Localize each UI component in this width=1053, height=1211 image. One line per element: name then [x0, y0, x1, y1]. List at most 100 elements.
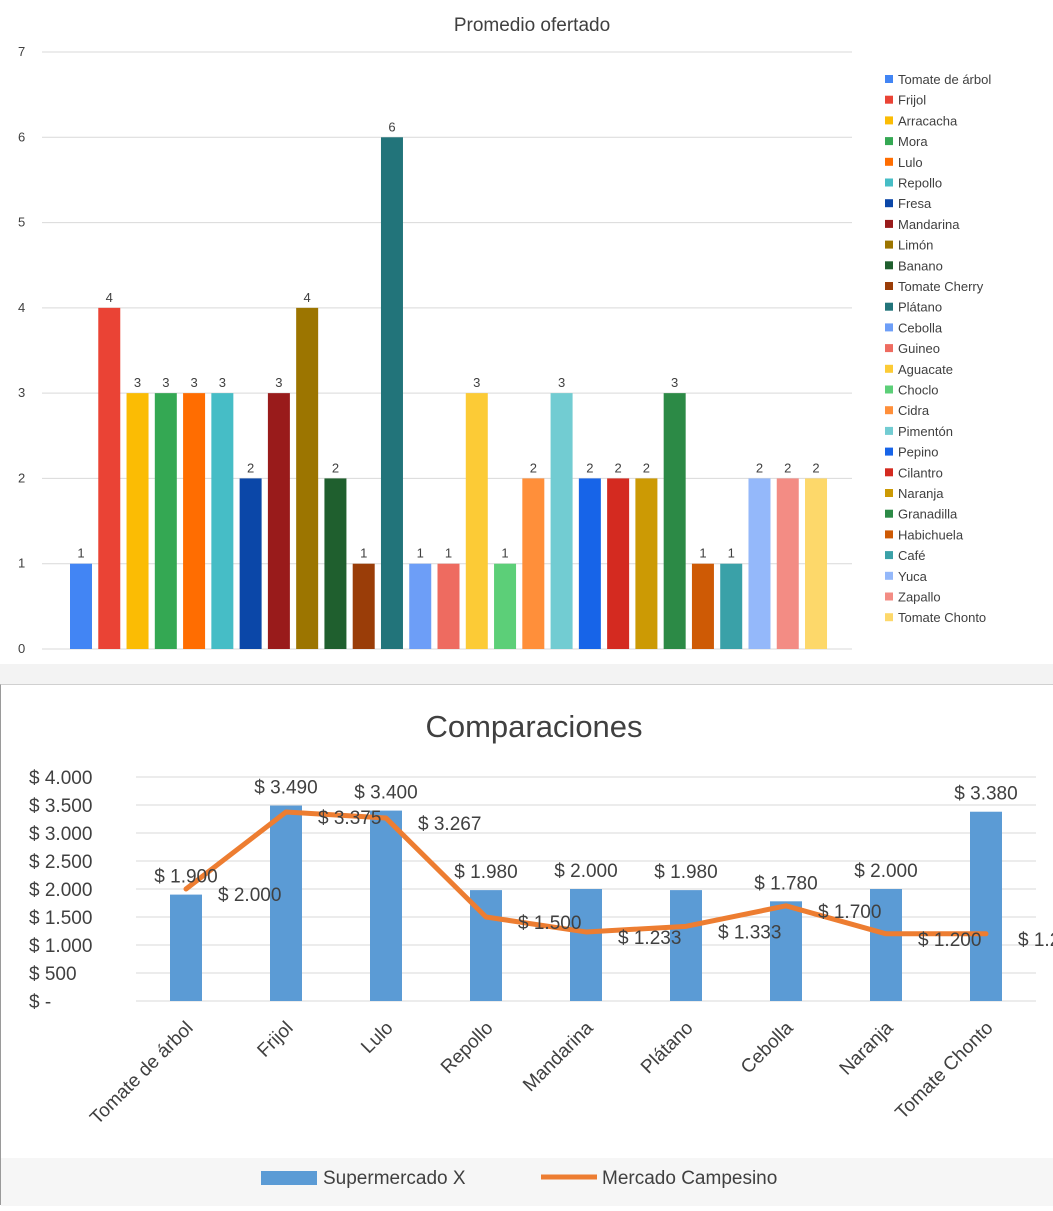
legend-swatch	[885, 302, 893, 311]
legend-label: Yuca	[898, 569, 928, 584]
bar	[465, 393, 488, 649]
bar-chart-promedio-ofertado: Promedio ofertado 0 1 2 3 4 5 6 7 1 4 3 3 3 3 2 3 4 2 1 6 1…	[18, 15, 992, 656]
legend-label: Café	[898, 548, 925, 563]
bar	[670, 890, 702, 1001]
line-value-label: $ 1.200	[918, 930, 981, 951]
combo-chart-comparaciones: Comparaciones $ - $ 500 $ 1.000 $ 1.500 $ 2.…	[0, 684, 1053, 1206]
bar-value-label: 3	[134, 375, 141, 390]
legend-swatch	[885, 551, 893, 560]
bar-value-label: 3	[162, 375, 169, 390]
bar-value-label: 1	[360, 546, 367, 561]
bar-value-label: 3	[275, 375, 282, 390]
bar-value-label: 2	[586, 460, 593, 475]
bar	[770, 901, 802, 1001]
legend-label: Supermercado X	[323, 1168, 466, 1189]
legend-label: Guineo	[898, 341, 940, 356]
bar	[970, 811, 1002, 1001]
bar-value-label: 1	[699, 546, 706, 561]
y-tick-label: 4	[18, 300, 25, 315]
legend-label: Mercado Campesino	[602, 1168, 777, 1189]
x-tick-label: Plátano	[637, 1018, 697, 1078]
bar-value-label: 1	[728, 546, 735, 561]
legend-swatch	[885, 95, 893, 104]
legend-label: Plátano	[898, 300, 942, 315]
x-tick-label: Lulo	[357, 1018, 397, 1058]
y-tick-label: $ -	[29, 992, 51, 1013]
bar-value-label: 2	[812, 460, 819, 475]
legend-swatch	[885, 447, 893, 456]
line-value-label: $ 1.500	[518, 913, 581, 934]
bar-value-label: 3	[219, 375, 226, 390]
legend-label: Pimentón	[898, 424, 953, 439]
legend-label: Naranja	[898, 486, 944, 501]
bar-value-label: 1	[445, 546, 452, 561]
bar-value-label: 3	[558, 375, 565, 390]
bar	[296, 307, 319, 649]
y-tick-label: $ 3.500	[29, 796, 92, 817]
line-value-label: $ 1.333	[718, 922, 781, 943]
y-tick-label: 3	[18, 385, 25, 400]
x-tick-label: Repollo	[437, 1018, 497, 1078]
y-tick-label: 7	[18, 44, 25, 59]
bar	[691, 563, 714, 649]
chart1-svg: Promedio ofertado 0 1 2 3 4 5 6 7 1 4 3 3 3 3 2 3 4 2 1 6 1…	[18, 15, 991, 656]
bar	[98, 307, 121, 649]
legend-label: Cilantro	[898, 465, 943, 480]
legend-swatch	[885, 178, 893, 187]
legend-swatch	[885, 426, 893, 435]
bar	[380, 137, 403, 650]
legend-label: Fresa	[898, 196, 932, 211]
bar-value-label: 1	[77, 546, 84, 561]
chart2-data-labels: $ 1.900 $ 3.490 $ 3.400 $ 1.980 $ 2.000 $ 1.9…	[154, 778, 1053, 951]
x-tick-label: Naranja	[836, 1017, 898, 1079]
legend-swatch	[885, 240, 893, 249]
bar	[578, 478, 601, 649]
bar	[170, 894, 202, 1001]
legend-background	[1, 1158, 1053, 1206]
bar-value-label: 4	[106, 290, 113, 305]
legend-label: Frijol	[898, 93, 926, 108]
legend-label: Mandarina	[898, 217, 960, 232]
bar-value-label: $ 1.980	[454, 862, 517, 883]
legend-swatch	[885, 406, 893, 415]
legend-swatch	[885, 219, 893, 228]
y-tick-label: $ 500	[29, 964, 77, 985]
legend-label: Granadilla	[898, 507, 958, 522]
line-value-label: $ 2.000	[218, 885, 281, 906]
bar-value-label: 2	[247, 460, 254, 475]
legend-swatch	[885, 323, 893, 332]
legend-label: Cidra	[898, 403, 930, 418]
bar	[522, 478, 545, 649]
legend-swatch	[885, 364, 893, 373]
bar	[663, 393, 686, 649]
legend-swatch	[885, 571, 893, 580]
bar-value-label: 2	[615, 460, 622, 475]
y-tick-label: 0	[18, 641, 25, 656]
legend-swatch	[885, 613, 893, 622]
chart1-title: Promedio ofertado	[454, 15, 610, 36]
y-tick-label: 5	[18, 215, 25, 230]
y-tick-label: $ 2.500	[29, 852, 92, 873]
bar	[239, 478, 262, 649]
bar-value-label: 2	[332, 460, 339, 475]
bar	[267, 393, 290, 649]
bar-value-label: 3	[671, 375, 678, 390]
bar	[126, 393, 149, 649]
x-tick-label: Cebolla	[737, 1017, 798, 1078]
chart2-y-axis: $ - $ 500 $ 1.000 $ 1.500 $ 2.000 $ 2.500 $ 3.…	[29, 768, 92, 1013]
bar-value-label: $ 2.000	[854, 861, 917, 882]
line-value-label: $ 3.267	[418, 814, 481, 835]
y-tick-label: $ 1.000	[29, 936, 92, 957]
legend-label: Tomate Chonto	[898, 610, 986, 625]
chart1-gridlines	[42, 51, 852, 650]
line-value-label: $ 1.200	[1018, 930, 1053, 951]
legend-swatch	[885, 157, 893, 166]
bar-value-label: $ 1.980	[654, 862, 717, 883]
legend-swatch-bar	[261, 1171, 317, 1185]
legend-label: Limón	[898, 238, 933, 253]
legend-label: Habichuela	[898, 527, 964, 542]
legend-label: Zapallo	[898, 590, 941, 605]
legend-label: Mora	[898, 134, 928, 149]
line-value-label: $ 3.375	[318, 808, 381, 829]
x-tick-label: Mandarina	[519, 1017, 598, 1096]
